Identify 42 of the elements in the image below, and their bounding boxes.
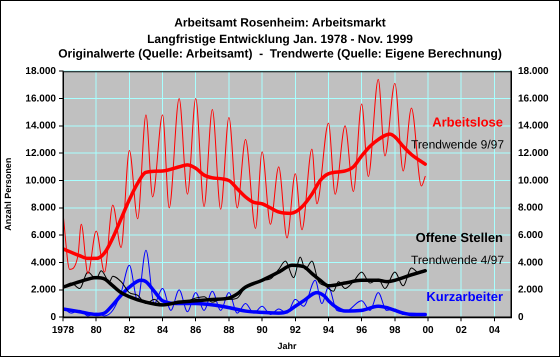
x-tick-label: 00 — [422, 324, 434, 336]
y2-tick-label: 6.000 — [518, 230, 544, 241]
y2-tick-label: 4.000 — [518, 257, 544, 268]
x-tick-label: 82 — [124, 324, 136, 336]
x-tick-label: 86 — [190, 324, 202, 336]
series-label: Kurzarbeiter — [426, 289, 503, 304]
annotation: Trendwende 4/97 — [411, 252, 504, 267]
y-tick-label: 16.000 — [25, 93, 56, 104]
series-label: Offene Stellen — [416, 230, 504, 246]
x-tick-label: 96 — [356, 324, 368, 336]
y2-tick-label: 2.000 — [518, 284, 544, 296]
y-tick-label: 10.000 — [25, 175, 56, 186]
y-tick-label: 8.000 — [30, 202, 56, 214]
x-tick-label: 84 — [156, 324, 169, 336]
y2-tick-label: 10.000 — [518, 175, 550, 186]
x-tick-label: 02 — [456, 324, 468, 336]
x-tick-label: 98 — [389, 324, 401, 336]
x-tick-label: 04 — [488, 324, 500, 336]
x-tick-label: 88 — [223, 324, 235, 336]
y-tick-label: 2.000 — [30, 284, 56, 296]
y2-tick-label: 16.000 — [518, 93, 550, 104]
x-tick-label: 80 — [90, 324, 102, 336]
y-tick-label: 12.000 — [25, 148, 56, 159]
x-tick-label: 94 — [322, 324, 334, 336]
series-label: Arbeitslose — [432, 114, 503, 130]
y2-tick-label: 14.000 — [518, 120, 550, 132]
y2-tick-label: 0 — [518, 312, 524, 323]
y2-tick-label: 12.000 — [518, 148, 550, 159]
x-axis-title: Jahr — [277, 341, 297, 352]
y2-tick-label: 18.000 — [518, 66, 550, 77]
x-tick-label: 1978 — [52, 324, 75, 336]
y-axis-title: Anzahl Personen — [2, 158, 13, 231]
y-tick-label: 18.000 — [25, 66, 56, 77]
chart-title: Arbeitsamt Rosenheim: Arbeitsmarkt — [174, 16, 386, 30]
x-tick-label: 92 — [290, 324, 302, 336]
y-tick-label: 14.000 — [25, 120, 56, 132]
y2-tick-label: 8.000 — [518, 202, 544, 214]
chart-subtitle: Langfristige Entwicklung Jan. 1978 - Nov. 1999 Originalwerte (Quelle: Arbeitsamt) - Trendwerte (Quelle: Eigene Berechnung) — [58, 32, 502, 60]
y-tick-label: 4.000 — [30, 257, 56, 268]
x-tick-label: 90 — [256, 324, 268, 336]
y-tick-label: 6.000 — [30, 230, 56, 241]
y-tick-label: 0 — [50, 312, 56, 323]
